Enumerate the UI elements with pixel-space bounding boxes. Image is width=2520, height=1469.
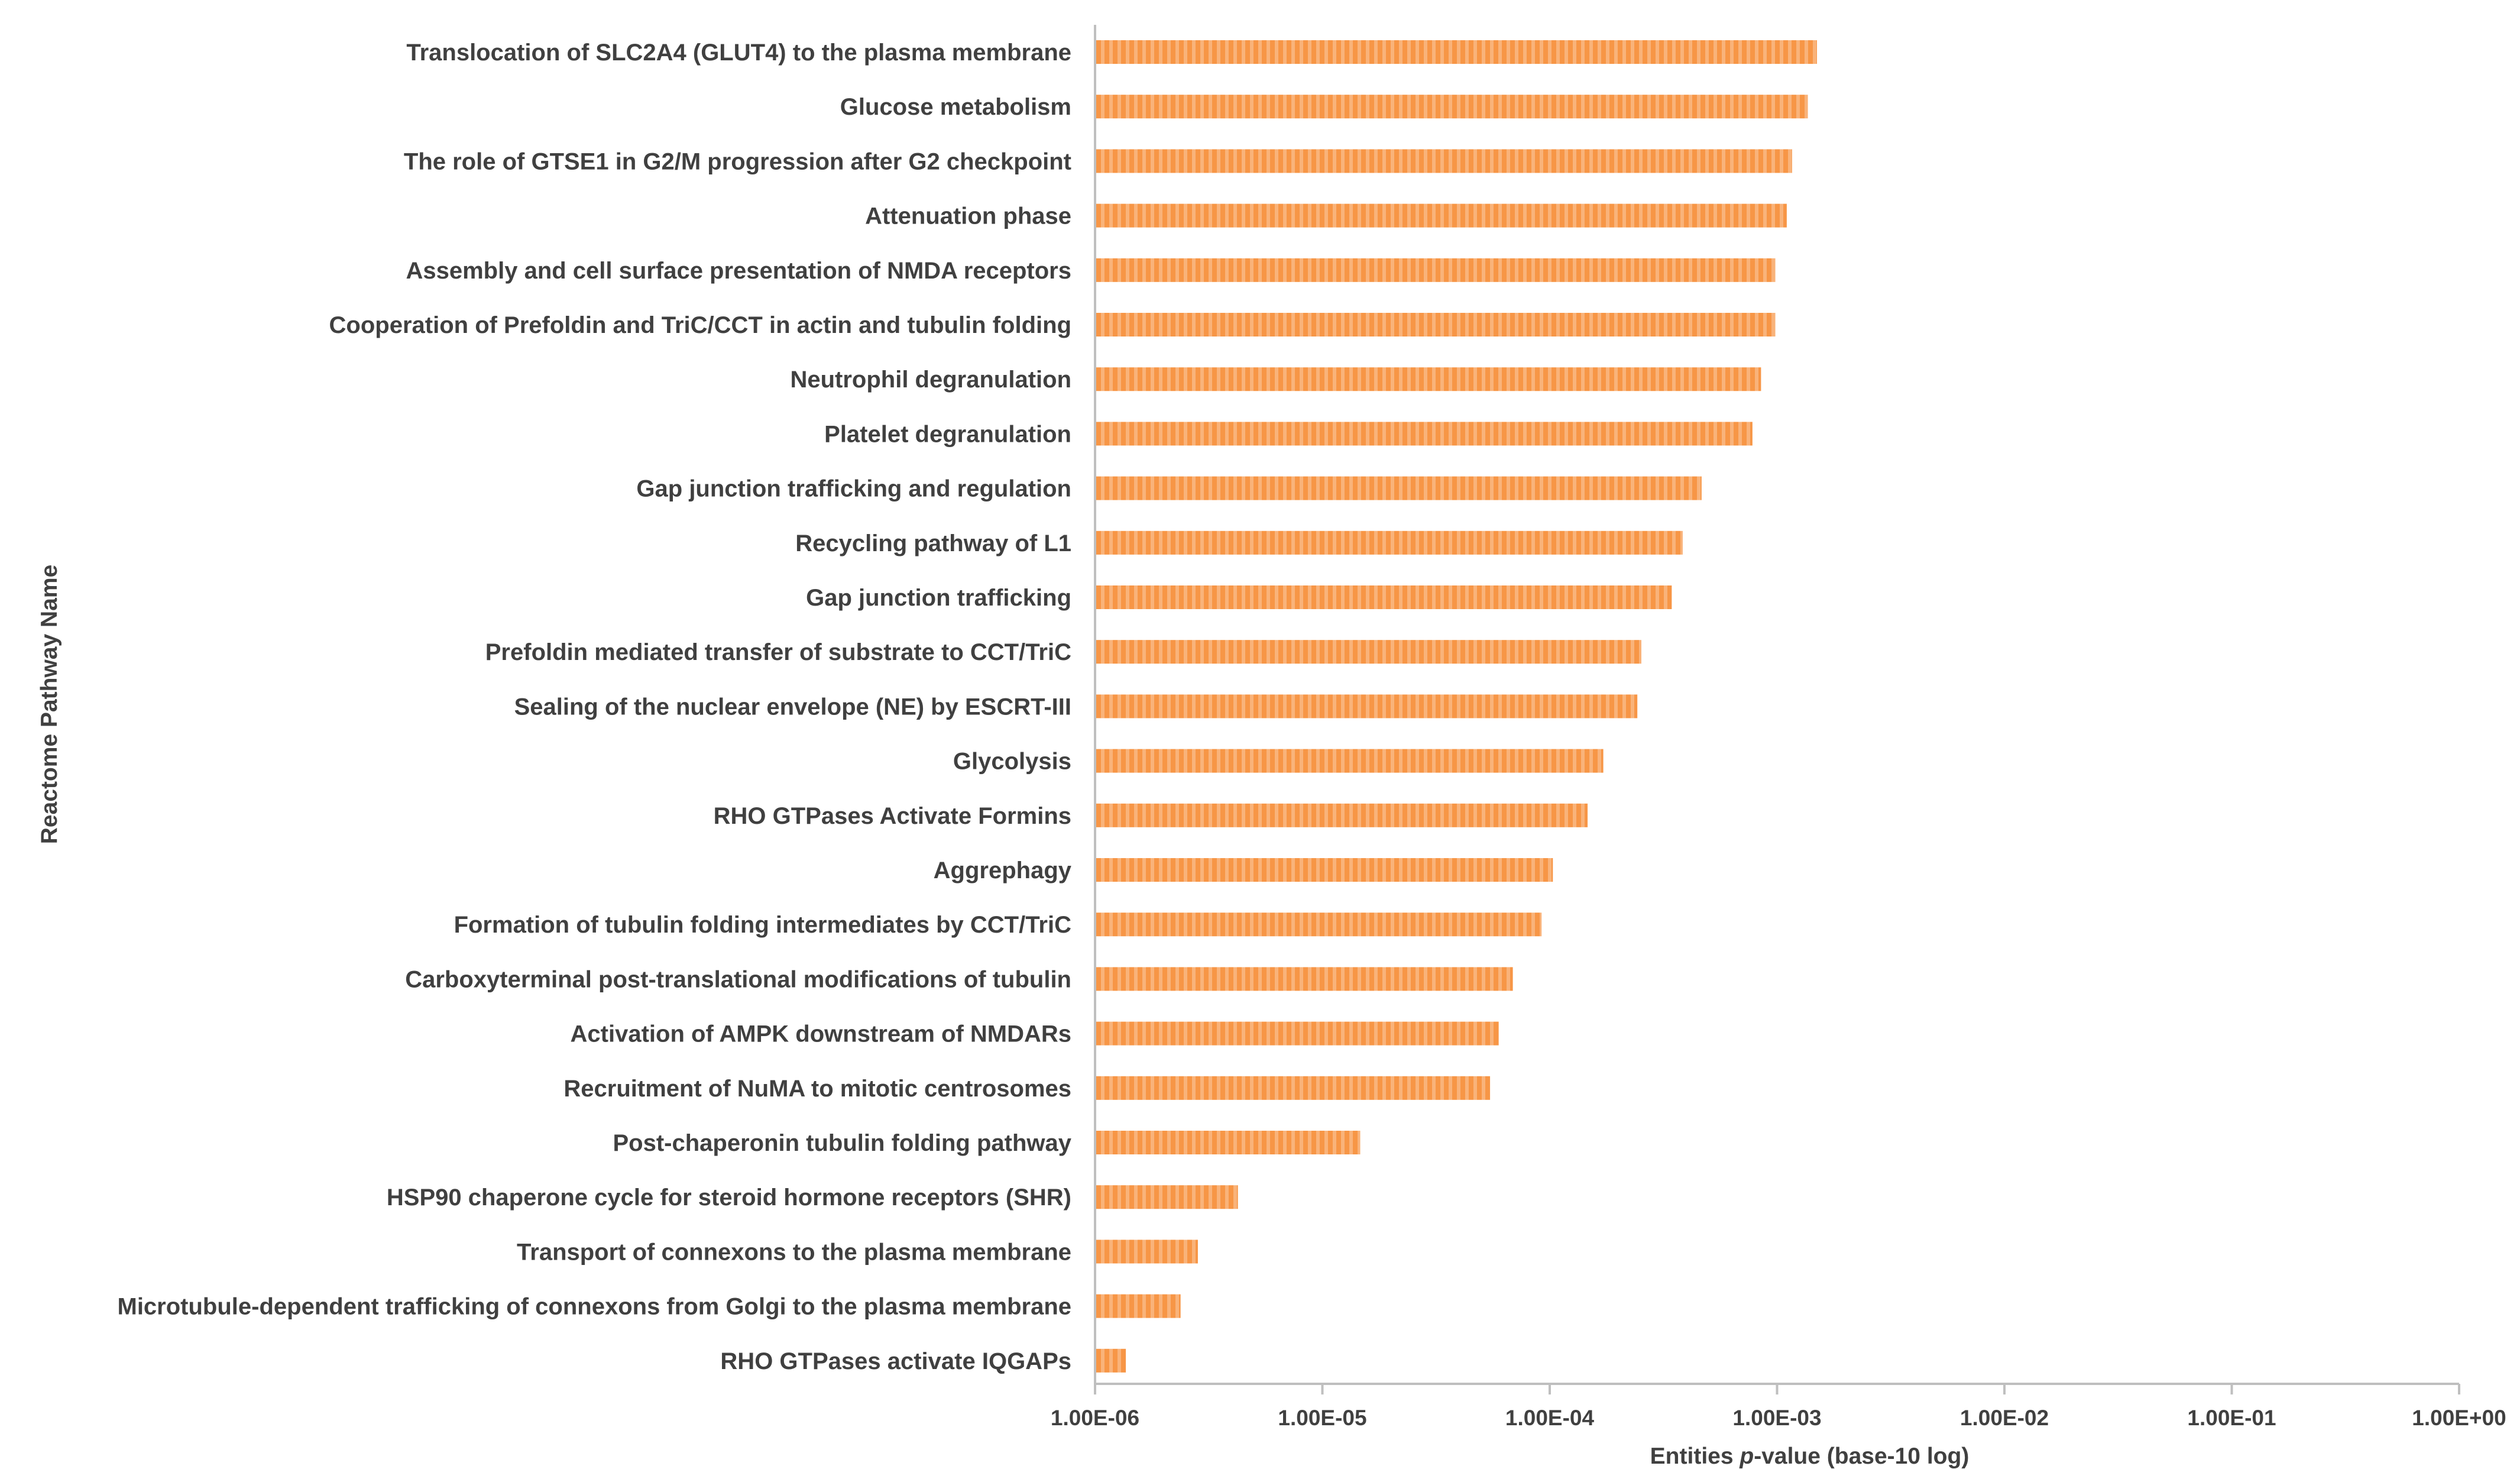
category-label: Prefoldin mediated transfer of substrate… xyxy=(485,639,1071,665)
bar xyxy=(1096,1131,1361,1154)
category-label: Activation of AMPK downstream of NMDARs xyxy=(571,1021,1071,1047)
x-tick-label: 1.00E-04 xyxy=(1505,1406,1595,1430)
category-label: Sealing of the nuclear envelope (NE) by … xyxy=(514,694,1071,720)
x-tick-label: 1.00E-02 xyxy=(1960,1406,2049,1430)
category-labels: Translocation of SLC2A4 (GLUT4) to the p… xyxy=(118,40,1072,1374)
bar xyxy=(1096,258,1776,282)
category-label: Transport of connexons to the plasma mem… xyxy=(517,1239,1071,1265)
bar xyxy=(1096,95,1808,119)
bar xyxy=(1096,149,1792,173)
bar xyxy=(1096,967,1513,991)
bar xyxy=(1096,1021,1499,1046)
bar xyxy=(1096,803,1588,827)
y-axis-title: Reactome Pathway Name xyxy=(37,565,62,844)
category-label: Attenuation phase xyxy=(865,203,1071,229)
bar xyxy=(1096,1076,1491,1100)
bar xyxy=(1096,203,1787,228)
category-label: Aggrephagy xyxy=(934,858,1072,884)
x-tick-label: 1.00E+00 xyxy=(2412,1406,2506,1430)
bar xyxy=(1096,1185,1238,1209)
bar xyxy=(1096,530,1683,555)
x-tick-label: 1.00E-05 xyxy=(1278,1406,1366,1430)
category-label: Glucose metabolism xyxy=(840,94,1071,120)
bar xyxy=(1096,858,1553,882)
category-label: Gap junction trafficking xyxy=(806,585,1071,611)
category-label: Gap junction trafficking and regulation xyxy=(636,476,1071,502)
bar xyxy=(1096,585,1672,609)
category-label: HSP90 chaperone cycle for steroid hormon… xyxy=(387,1185,1071,1211)
bar xyxy=(1096,1294,1181,1318)
bar xyxy=(1096,40,1817,64)
bar xyxy=(1096,749,1604,773)
bar xyxy=(1096,1240,1198,1264)
category-label: Assembly and cell surface presentation o… xyxy=(406,258,1071,284)
x-axis-title-prefix: Entities xyxy=(1650,1444,1740,1469)
category-label: Cooperation of Prefoldin and TriC/CCT in… xyxy=(329,312,1071,338)
bar xyxy=(1096,313,1776,336)
x-tick-label: 1.00E-01 xyxy=(2187,1406,2276,1430)
bar xyxy=(1096,1348,1126,1373)
axes xyxy=(1094,25,2460,1394)
x-axis-title-suffix: -value (base-10 log) xyxy=(1754,1444,1969,1469)
category-label: Neutrophil degranulation xyxy=(790,367,1071,393)
category-label: Platelet degranulation xyxy=(824,421,1071,447)
bar xyxy=(1096,367,1761,391)
bar xyxy=(1096,422,1753,446)
category-label: RHO GTPases Activate Formins xyxy=(714,803,1071,829)
category-label: Carboxyterminal post-translational modif… xyxy=(405,966,1071,992)
category-label: Translocation of SLC2A4 (GLUT4) to the p… xyxy=(406,40,1071,66)
bar xyxy=(1096,476,1702,500)
category-label: Recruitment of NuMA to mitotic centrosom… xyxy=(563,1076,1071,1102)
category-label: Glycolysis xyxy=(953,749,1071,775)
category-label: Post-chaperonin tubulin folding pathway xyxy=(613,1130,1071,1156)
x-tick-label: 1.00E-06 xyxy=(1051,1406,1139,1430)
bars xyxy=(1096,40,1817,1373)
category-label: Formation of tubulin folding intermediat… xyxy=(454,912,1071,938)
x-tick-label: 1.00E-03 xyxy=(1732,1406,1821,1430)
x-axis-title: Entities p-value (base-10 log) xyxy=(1650,1444,1970,1469)
bar xyxy=(1096,640,1642,664)
category-label: The role of GTSE1 in G2/M progression af… xyxy=(404,148,1071,174)
bar xyxy=(1096,694,1638,719)
x-tick-labels: 1.00E-06 1.00E-05 1.00E-04 1.00E-03 1.00E-02… xyxy=(1051,1406,2506,1430)
x-axis-title-italic: p xyxy=(1739,1444,1754,1469)
bar xyxy=(1096,913,1542,937)
category-label: RHO GTPases activate IQGAPs xyxy=(720,1348,1071,1374)
category-label: Recycling pathway of L1 xyxy=(795,530,1071,556)
category-label: Microtubule-dependent trafficking of con… xyxy=(118,1294,1072,1320)
